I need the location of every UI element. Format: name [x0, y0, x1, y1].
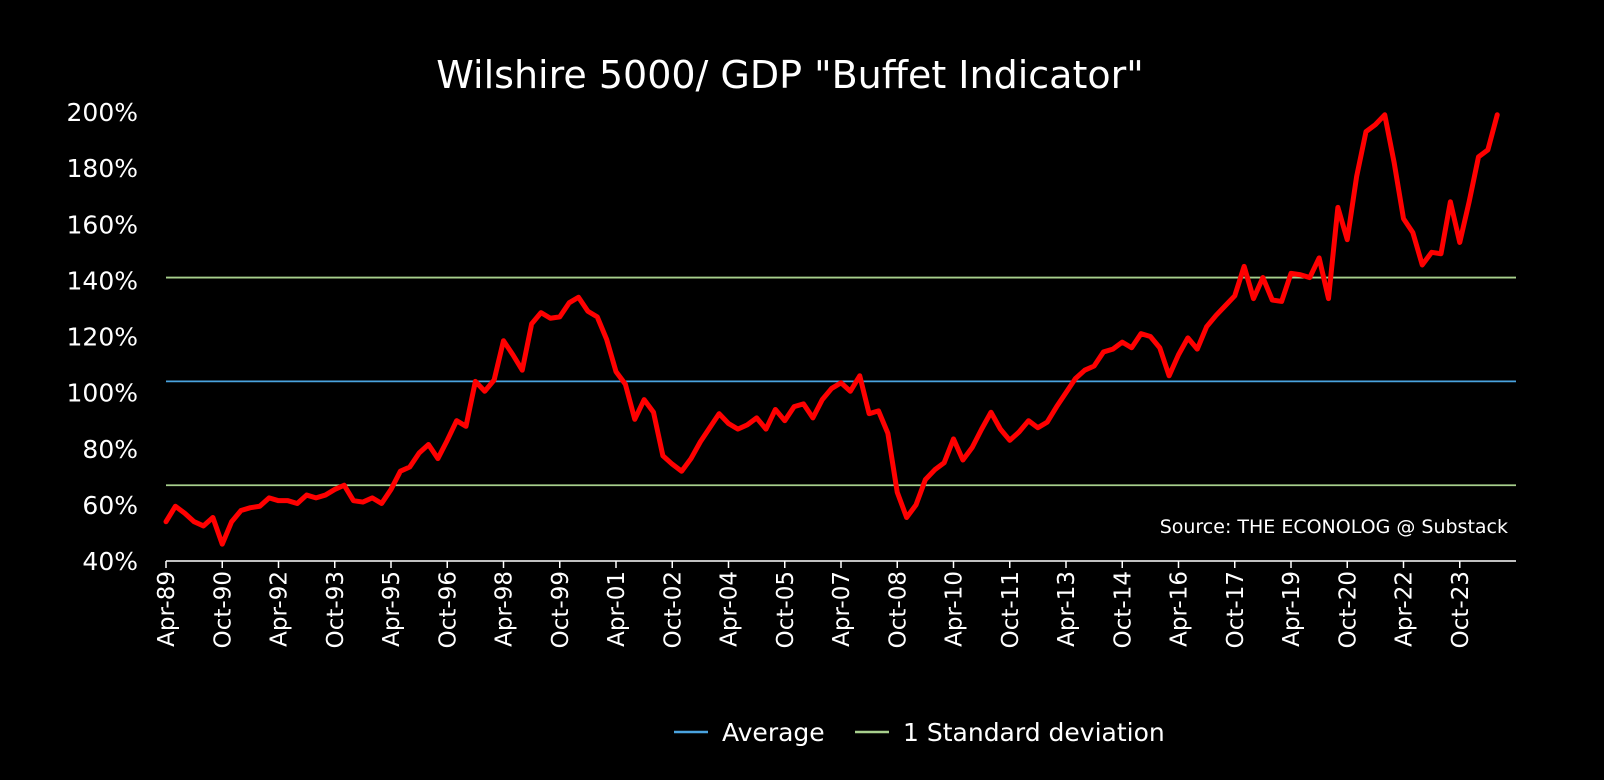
legend-label: 1 Standard deviation [903, 718, 1165, 747]
x-tick-label: Apr-98 [492, 571, 518, 647]
x-tick-label: Apr-07 [829, 571, 855, 647]
y-axis: 200% 180% 160% 140% 120% 100% 80% 60% 40% [67, 98, 138, 576]
x-tick-label: Oct-05 [773, 571, 799, 648]
x-tick-label: Apr-10 [942, 571, 968, 647]
x-tick-label: Oct-11 [998, 571, 1024, 648]
y-tick-label: 80% [82, 435, 138, 464]
x-tick-label: Oct-96 [435, 571, 461, 648]
legend-label: Average [722, 718, 825, 747]
x-tick-label: Oct-20 [1335, 571, 1361, 648]
x-tick-label: Apr-92 [267, 571, 293, 647]
x-tick-label: Apr-22 [1392, 571, 1418, 647]
x-tick-label: Apr-19 [1279, 571, 1305, 647]
x-tick-label: Apr-16 [1167, 571, 1193, 647]
x-tick-label: Apr-95 [379, 571, 405, 647]
x-tick-label: Oct-14 [1110, 571, 1136, 648]
y-tick-label: 180% [67, 154, 138, 183]
x-tick-label: Oct-93 [323, 571, 349, 648]
x-tick-label: Apr-01 [604, 571, 630, 647]
x-tick-label: Oct-17 [1223, 571, 1249, 648]
y-tick-label: 40% [82, 547, 138, 576]
x-tick-label: Oct-08 [885, 571, 911, 648]
y-tick-label: 60% [82, 491, 138, 520]
y-tick-label: 140% [67, 266, 138, 295]
x-tick-label: Apr-89 [154, 571, 180, 647]
series-line-0 [163, 112, 1500, 547]
x-tick-label: Apr-13 [1054, 571, 1080, 647]
x-tick-label: Oct-23 [1448, 571, 1474, 648]
x-tick-label: Oct-02 [660, 571, 686, 648]
data-series [163, 112, 1500, 547]
legend: Average 1 Standard deviation [674, 718, 1165, 747]
y-tick-label: 160% [67, 210, 138, 239]
chart-title: Wilshire 5000/ GDP "Buffet Indicator" [436, 53, 1143, 97]
x-tick-label: Oct-90 [210, 571, 236, 648]
x-tick-label: Apr-04 [717, 571, 743, 647]
y-tick-label: 120% [67, 323, 138, 352]
source-annotation: Source: THE ECONOLOG @ Substack [1160, 516, 1508, 538]
x-tick-label: Oct-99 [548, 571, 574, 648]
y-tick-label: 100% [67, 379, 138, 408]
y-tick-label: 200% [67, 98, 138, 127]
x-axis: Apr-89 Oct-90 Apr-92 Oct-93 Apr-95 Oct-96 Apr-… [154, 560, 1516, 648]
